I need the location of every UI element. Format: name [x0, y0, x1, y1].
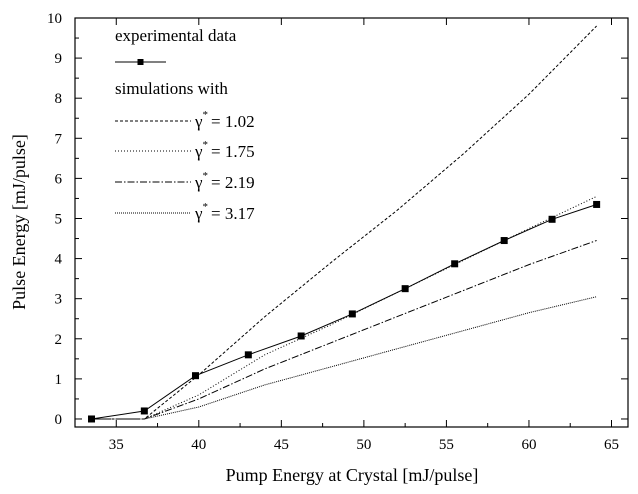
- y-tick-label: 5: [55, 211, 63, 227]
- y-tick-label: 8: [55, 91, 63, 107]
- data-point: [348, 310, 356, 318]
- x-tick-label: 45: [274, 437, 289, 453]
- legend-experimental-header: experimental data: [115, 26, 237, 45]
- data-point: [500, 237, 508, 245]
- legend-simulations-header: simulations with: [115, 79, 228, 98]
- data-point: [244, 351, 252, 359]
- legend-entry-2: γ* = 1.75: [115, 139, 255, 161]
- plot-frame: [74, 17, 629, 428]
- x-tick-label: 35: [109, 437, 124, 453]
- gamma-symbol: γ: [194, 173, 203, 192]
- gamma-symbol: γ: [194, 204, 203, 223]
- legend-label-gamma-2: γ* = 1.75: [194, 139, 255, 161]
- x-axis-label: Pump Energy at Crystal [mJ/pulse]: [226, 465, 479, 485]
- gamma-sup: *: [203, 109, 209, 121]
- series-line-3: [91, 240, 597, 420]
- data-point: [548, 215, 556, 223]
- data-point: [192, 372, 200, 380]
- x-tick-label: 40: [191, 437, 206, 453]
- series-line-2: [91, 195, 597, 420]
- x-tick-label: 50: [356, 437, 371, 453]
- data-point: [593, 200, 601, 208]
- x-tick-label: 65: [604, 437, 619, 453]
- y-tick-label: 10: [47, 11, 62, 27]
- y-tick-label: 1: [55, 372, 63, 388]
- gamma-sup: *: [203, 201, 209, 213]
- y-tick-label: 7: [55, 131, 63, 147]
- legend-label-gamma-1: γ* = 1.02: [194, 109, 255, 131]
- data-point: [401, 285, 409, 293]
- legend: experimental data simulations with γ* = 1…: [115, 26, 255, 223]
- series-line-0: [91, 204, 597, 420]
- series-line-4: [91, 296, 597, 420]
- gamma-value: = 1.02: [211, 112, 255, 131]
- y-tick-label: 3: [55, 292, 63, 308]
- data-point: [140, 407, 148, 415]
- legend-experimental-marker: [137, 59, 144, 65]
- legend-entry-3: γ* = 2.19: [115, 170, 255, 192]
- x-tick-label: 60: [521, 437, 536, 453]
- series-layer: [88, 25, 601, 423]
- y-tick-label: 0: [55, 412, 63, 428]
- data-point: [451, 260, 459, 268]
- legend-label-gamma-3: γ* = 2.19: [194, 170, 255, 192]
- y-tick-label: 6: [55, 171, 63, 187]
- legend-entry-4: γ* = 3.17: [115, 201, 255, 223]
- y-tick-label: 2: [55, 332, 63, 348]
- data-point: [297, 332, 305, 340]
- legend-label-gamma-4: γ* = 3.17: [194, 201, 255, 223]
- x-tick-label: 55: [439, 437, 454, 453]
- y-axis-label: Pulse Energy [mJ/pulse]: [9, 134, 29, 310]
- y-tick-label: 4: [55, 252, 63, 268]
- gamma-symbol: γ: [194, 112, 203, 131]
- gamma-sup: *: [203, 170, 209, 182]
- y-tick-label: 9: [55, 51, 63, 67]
- gamma-sup: *: [203, 139, 209, 151]
- gamma-value: = 3.17: [211, 204, 255, 223]
- data-point: [88, 415, 96, 423]
- gamma-symbol: γ: [194, 142, 203, 161]
- series-line-1: [91, 25, 597, 420]
- gamma-value: = 2.19: [211, 173, 255, 192]
- legend-entry-1: γ* = 1.02: [115, 109, 255, 131]
- gamma-value: = 1.75: [211, 142, 255, 161]
